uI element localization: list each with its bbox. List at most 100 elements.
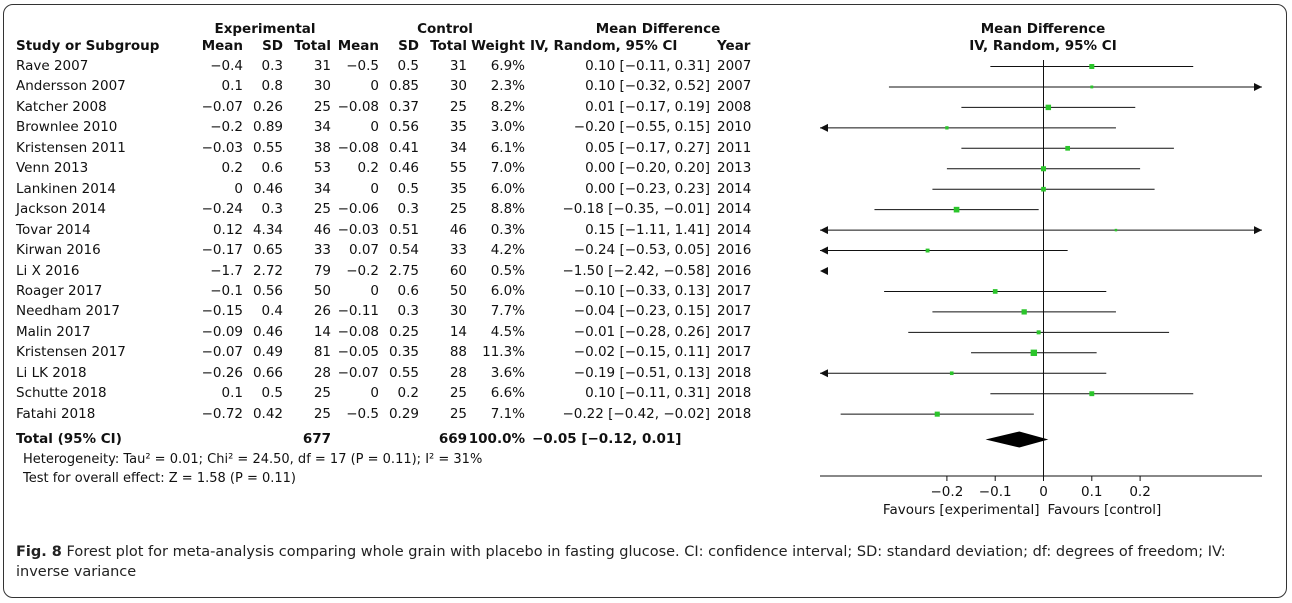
row-c-mean: −0.08	[337, 98, 379, 115]
row-year: 2018	[717, 405, 752, 422]
row-c-mean: 0	[370, 119, 379, 136]
row-ci-text: −0.24 [−0.53, 0.05]	[573, 242, 710, 259]
effect-marker	[992, 289, 998, 294]
row-weight: 6.6%	[490, 385, 525, 402]
row-study-name: Malin 2017	[16, 323, 91, 340]
row-e-total: 26	[313, 303, 331, 320]
overall-effect-text: Test for overall effect: Z = 1.58 (P = 0…	[23, 471, 296, 486]
row-c-total: 25	[449, 98, 467, 115]
header-e-sd: SD	[262, 38, 283, 54]
forest-plot: −0.2 −0.1 0 0.1 0.2 Favours [experimental] Fav…	[820, 60, 1262, 518]
row-e-sd: 0.6	[261, 160, 283, 177]
ci-arrow-left	[820, 246, 828, 255]
row-e-total: 31	[313, 58, 331, 74]
row-ci-text: 0.10 [−0.32, 0.52]	[585, 78, 710, 95]
effect-marker	[1040, 166, 1047, 172]
row-c-total: 35	[449, 119, 467, 136]
row-study-name: Katcher 2008	[16, 98, 107, 115]
effect-marker	[1021, 309, 1027, 315]
row-e-sd: 0.42	[252, 405, 283, 422]
row-year: 2016	[717, 262, 752, 279]
row-ci-text: 0.10 [−0.11, 0.31]	[585, 385, 710, 402]
header-c-mean: Mean	[337, 38, 379, 54]
header-e-mean: Mean	[201, 38, 243, 54]
row-c-sd: 0.2	[397, 385, 419, 402]
row-weight: 6.1%	[490, 139, 525, 156]
effect-marker	[934, 411, 940, 417]
row-year: 2014	[717, 180, 752, 197]
row-year: 2011	[717, 139, 752, 156]
row-e-sd: 0.55	[252, 139, 283, 156]
ci-arrow-left	[820, 267, 828, 275]
header-year: Year	[717, 38, 751, 54]
row-c-sd: 0.5	[397, 58, 419, 74]
row-e-sd: 0.56	[252, 282, 283, 299]
row-weight: 2.3%	[490, 78, 525, 95]
row-c-mean: 0	[370, 385, 379, 402]
row-e-total: 79	[313, 262, 331, 279]
row-e-sd: 0.46	[252, 180, 283, 197]
row-ci-text: −0.22 [−0.42, −0.02]	[562, 405, 710, 422]
row-ci-text: 0.01 [−0.17, 0.19]	[585, 98, 710, 115]
row-weight: 8.2%	[490, 98, 525, 115]
pooled-diamond	[985, 431, 1049, 448]
row-ci-text: 0.10 [−0.11, 0.31]	[585, 58, 710, 74]
row-ci-text: −0.02 [−0.15, 0.11]	[573, 344, 710, 361]
effect-marker	[1114, 228, 1118, 232]
row-c-total: 31	[449, 58, 467, 74]
total-label: Total (95% CI)	[16, 431, 122, 447]
row-year: 2017	[717, 344, 752, 361]
total-e-total: 677	[302, 431, 331, 447]
row-c-total: 60	[449, 262, 467, 279]
row-weight: 3.6%	[490, 364, 525, 381]
ci-arrow-right	[1254, 226, 1262, 235]
row-e-sd: 2.72	[252, 262, 283, 279]
row-c-mean: −0.2	[346, 262, 379, 279]
row-study-name: Venn 2013	[16, 160, 89, 177]
row-e-sd: 0.49	[252, 344, 283, 361]
row-e-sd: 0.46	[252, 323, 283, 340]
row-c-total: 35	[449, 180, 467, 197]
row-weight: 4.2%	[490, 242, 525, 259]
row-study-name: Fatahi 2018	[16, 405, 96, 422]
row-weight: 3.0%	[490, 119, 525, 136]
row-c-total: 25	[449, 385, 467, 402]
row-e-total: 33	[313, 242, 331, 259]
row-c-sd: 0.41	[388, 139, 419, 156]
row-weight: 4.5%	[490, 323, 525, 340]
row-c-total: 46	[449, 221, 467, 238]
row-c-total: 55	[449, 160, 467, 177]
effect-marker	[1090, 85, 1094, 89]
row-c-total: 30	[449, 303, 467, 320]
row-c-total: 30	[449, 78, 467, 95]
row-ci-text: 0.00 [−0.20, 0.20]	[585, 160, 710, 177]
row-year: 2007	[717, 78, 752, 95]
header-e-total: Total	[294, 38, 331, 54]
row-year: 2017	[717, 323, 752, 340]
header-control: Control	[417, 21, 473, 37]
effect-marker	[1089, 391, 1095, 397]
header-weight: Weight	[471, 38, 525, 54]
x-tick-label: −0.1	[979, 484, 1012, 500]
row-ci-text: −0.20 [−0.55, 0.15]	[573, 119, 710, 136]
header-c-total: Total	[430, 38, 467, 54]
x-tick-label: −0.2	[931, 484, 964, 500]
row-e-total: 14	[313, 323, 331, 340]
row-e-total: 25	[313, 201, 331, 218]
row-e-mean: −0.09	[201, 323, 243, 340]
row-c-mean: −0.08	[337, 139, 379, 156]
header-c-sd: SD	[398, 38, 419, 54]
row-ci-text: −0.19 [−0.51, 0.13]	[573, 364, 710, 381]
row-c-sd: 0.56	[388, 119, 419, 136]
x-tick-label: 0	[1039, 484, 1048, 500]
row-weight: 7.1%	[490, 405, 525, 422]
row-weight: 6.0%	[490, 180, 525, 197]
row-c-sd: 2.75	[388, 262, 419, 279]
row-c-total: 25	[449, 405, 467, 422]
row-e-mean: 0.1	[221, 78, 243, 95]
header-experimental: Experimental	[214, 21, 316, 37]
row-weight: 7.0%	[490, 160, 525, 177]
row-e-sd: 0.65	[252, 242, 283, 259]
row-study-name: Jackson 2014	[16, 201, 106, 218]
